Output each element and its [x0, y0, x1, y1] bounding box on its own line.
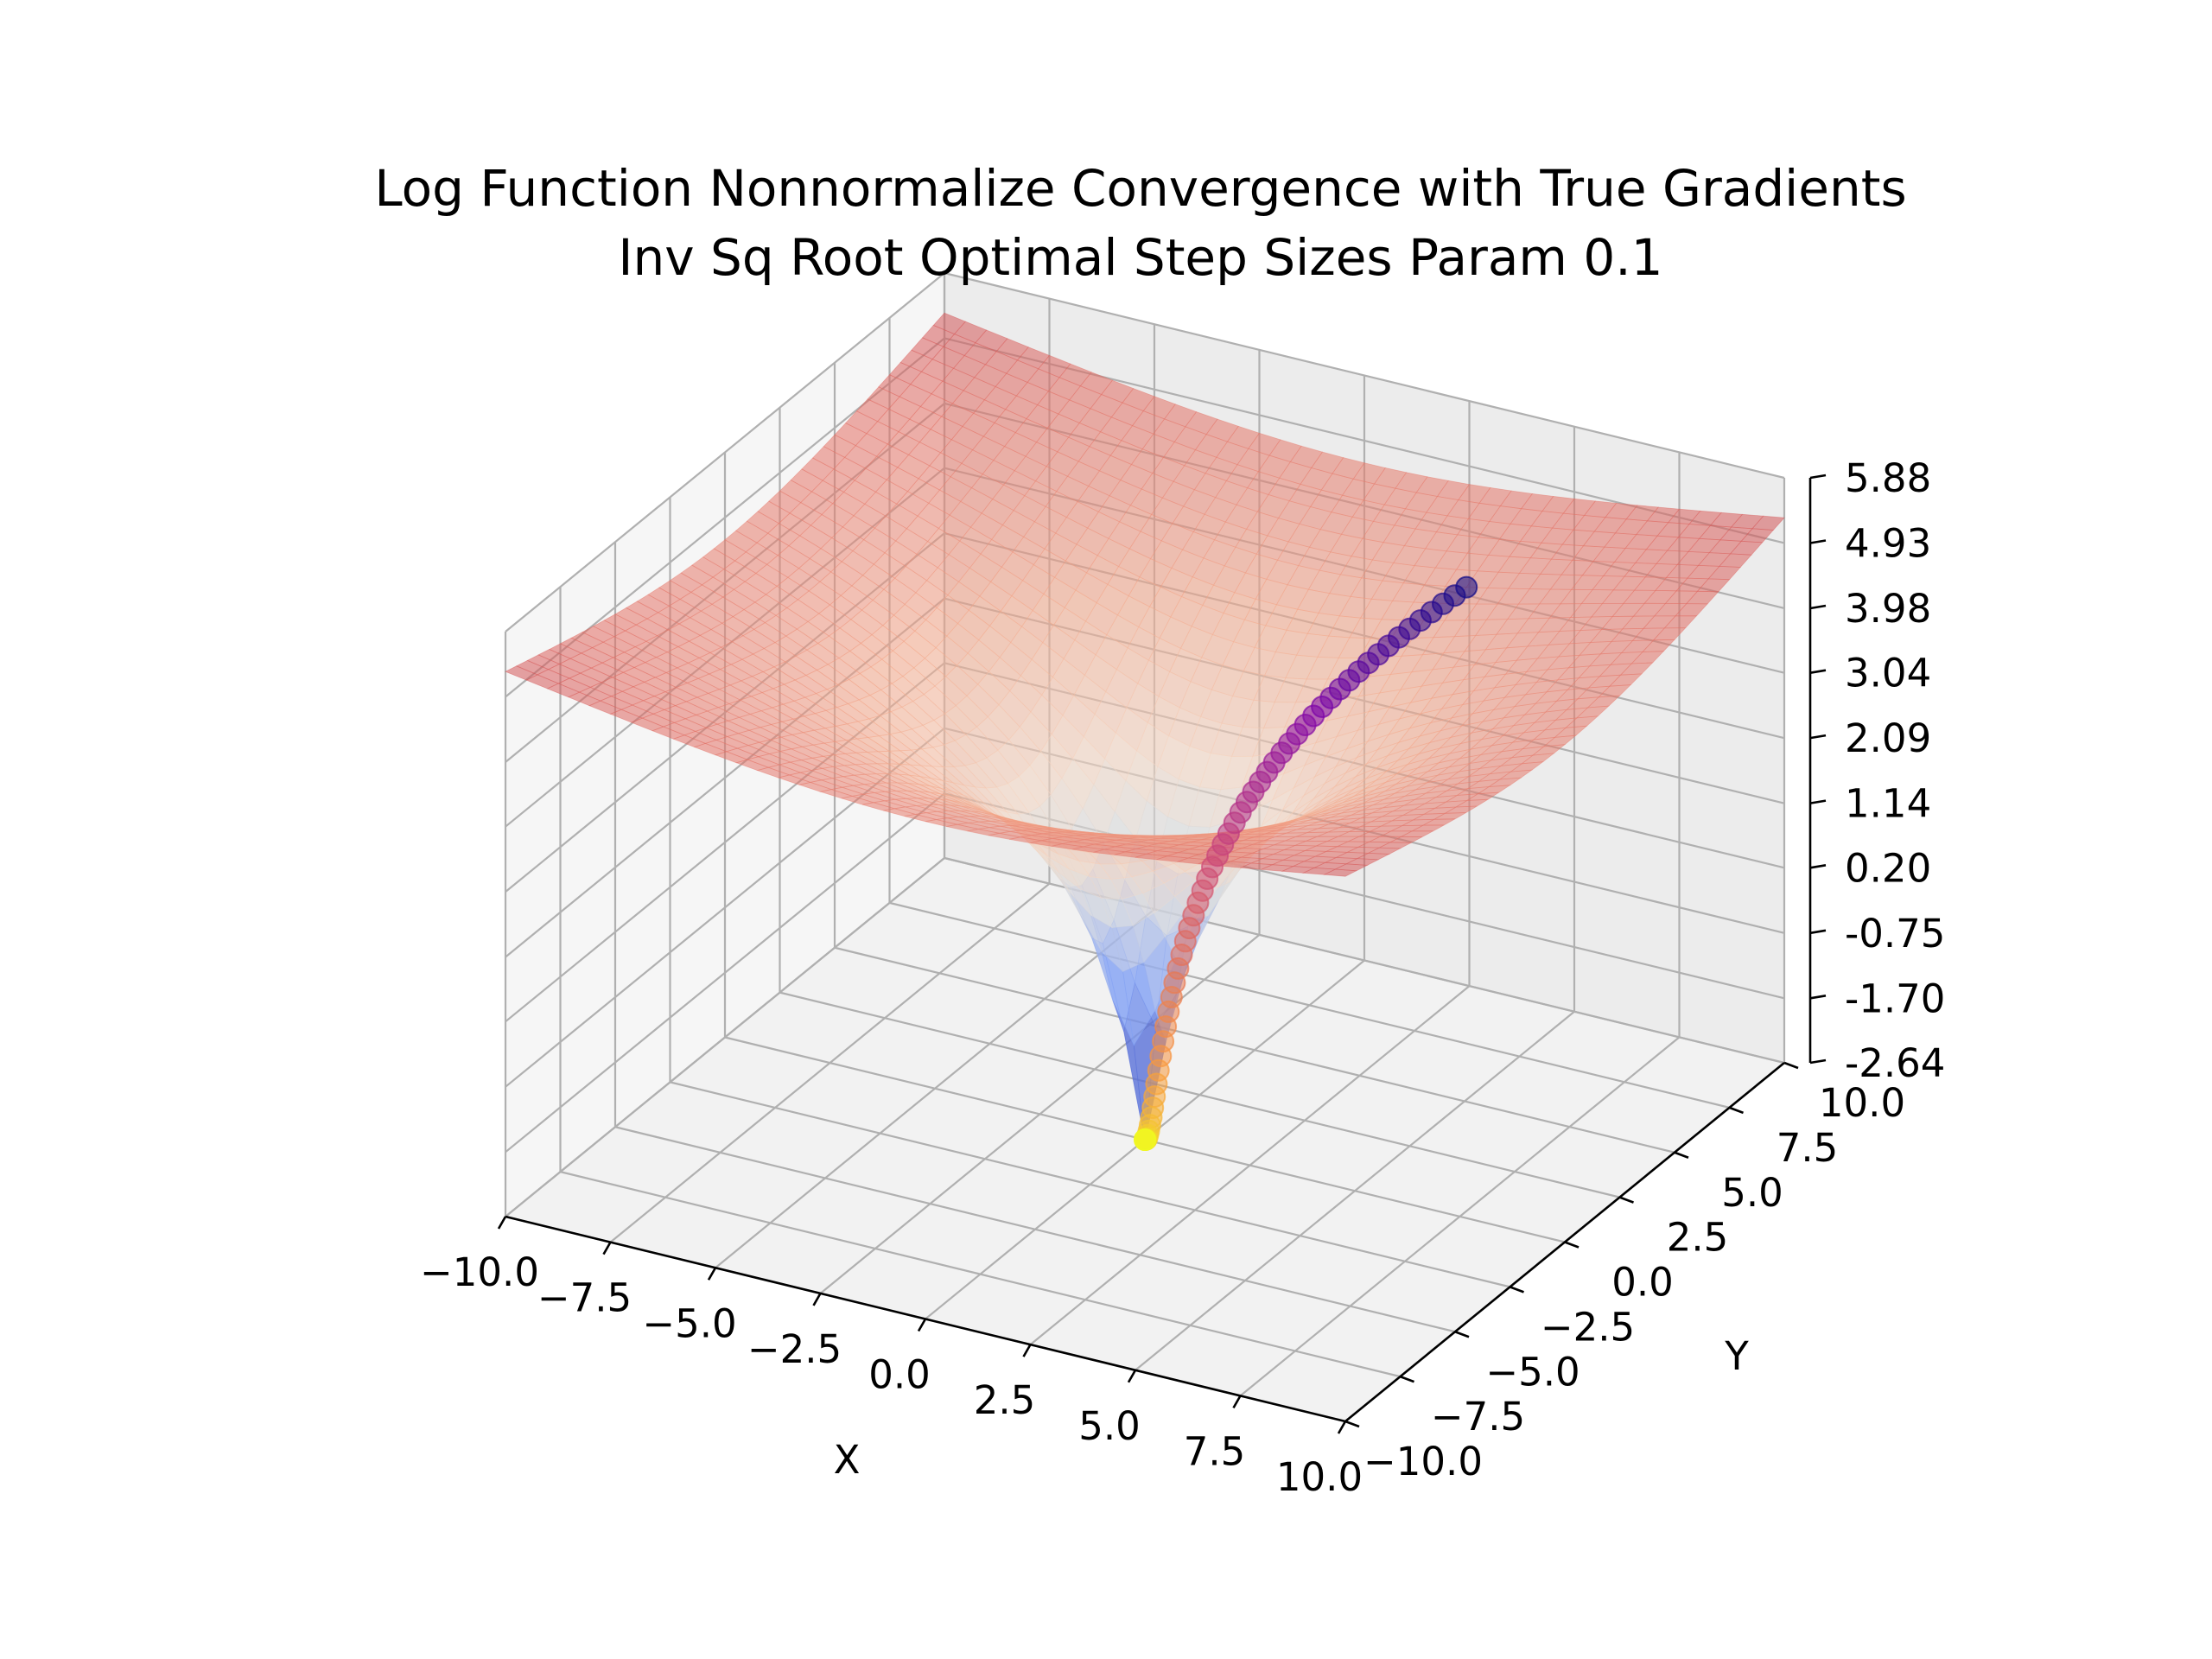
y-tick-mark — [1564, 1241, 1580, 1249]
z-tick-label: 3.04 — [1845, 651, 1931, 696]
x-tick-label: 2.5 — [974, 1377, 1036, 1423]
y-tick-label: 5.0 — [1721, 1170, 1783, 1216]
surface-patch — [1323, 868, 1358, 877]
y-axis-label: Y — [1724, 1333, 1749, 1379]
y-tick-label: −5.0 — [1485, 1349, 1580, 1395]
surface-patch — [1696, 578, 1731, 593]
x-tick-mark — [707, 1267, 717, 1281]
x-tick-mark — [1337, 1421, 1347, 1434]
axis-ticks: −10.0−7.5−5.0−2.50.02.55.07.510.0 −10.0−7… — [420, 455, 1945, 1500]
z-tick-mark — [1809, 995, 1827, 1000]
x-tick-label: −10.0 — [420, 1249, 539, 1295]
chart-subtitle: Inv Sq Root Optimal Step Sizes Param 0.1 — [618, 228, 1662, 287]
y-tick-label: −2.5 — [1541, 1304, 1635, 1350]
x-tick-mark — [1232, 1395, 1242, 1409]
chart-title: Log Function Nonnormalize Convergence wi… — [374, 159, 1906, 218]
convergence-trajectory — [1134, 575, 1478, 1151]
surface-mesh — [505, 312, 1785, 1141]
z-tick-mark — [1809, 799, 1827, 804]
z-tick-mark — [1809, 734, 1827, 740]
x-tick-label: −2.5 — [747, 1326, 842, 1372]
surface-patch — [1685, 590, 1719, 605]
y-tick-mark — [1619, 1196, 1634, 1204]
y-tick-label: 7.5 — [1777, 1125, 1839, 1171]
x-tick-label: 10.0 — [1276, 1454, 1363, 1500]
z-tick-mark — [1809, 539, 1827, 544]
floor-grid-y — [614, 1126, 1456, 1333]
x-tick-mark — [602, 1241, 612, 1255]
z-tick-label: -1.70 — [1845, 976, 1945, 1021]
z-tick-label: 2.09 — [1845, 715, 1931, 761]
y-tick-label: −10.0 — [1363, 1439, 1483, 1484]
left-grid-z — [505, 272, 945, 632]
y-tick-label: 10.0 — [1819, 1080, 1905, 1126]
z-tick-label: -0.75 — [1845, 911, 1945, 957]
x-tick-mark — [917, 1318, 927, 1332]
y-tick-label: 0.0 — [1611, 1260, 1674, 1306]
x-tick-label: 7.5 — [1184, 1428, 1246, 1474]
floor-grid-y — [560, 1171, 1401, 1378]
x-tick-label: 0.0 — [868, 1352, 931, 1398]
z-tick-label: 1.14 — [1845, 781, 1931, 827]
y-tick-label: −7.5 — [1431, 1394, 1525, 1440]
surface-patch — [1476, 785, 1512, 795]
z-tick-mark — [1809, 929, 1827, 935]
y-tick-mark — [1783, 1061, 1799, 1070]
trajectory-point — [1134, 1128, 1156, 1151]
surface-patch — [1630, 651, 1665, 664]
x-axis-label: X — [834, 1437, 861, 1483]
z-tick-mark — [1809, 474, 1827, 480]
z-tick-label: 0.20 — [1845, 845, 1931, 891]
surface-patch — [1389, 836, 1423, 843]
z-tick-mark — [1809, 1058, 1827, 1065]
x-tick-mark — [1022, 1344, 1032, 1357]
floor-grid-y — [670, 1081, 1510, 1288]
x-tick-label: −5.0 — [642, 1300, 736, 1346]
y-tick-mark — [1674, 1151, 1689, 1159]
x-tick-mark — [812, 1293, 822, 1306]
x-tick-label: −7.5 — [537, 1275, 632, 1321]
z-tick-label: 3.98 — [1845, 586, 1931, 632]
surface-patch — [1707, 565, 1742, 581]
y-tick-label: 2.5 — [1667, 1215, 1729, 1261]
surface-patch — [1608, 673, 1643, 687]
z-tick-mark — [1809, 864, 1827, 869]
z-tick-label: -2.64 — [1845, 1040, 1945, 1086]
back-grid-z — [944, 271, 1785, 480]
floor-grid-y — [834, 946, 1675, 1154]
surface-patch — [1455, 798, 1489, 808]
surface-patch — [1487, 777, 1522, 788]
floor-grid-y — [889, 901, 1730, 1109]
z-tick-mark — [1809, 604, 1827, 610]
z-tick-label: 4.93 — [1845, 521, 1931, 567]
x-tick-mark — [497, 1216, 507, 1230]
surface-patch — [1598, 684, 1632, 698]
y-tick-mark — [1510, 1286, 1524, 1294]
floor-grid-y — [779, 991, 1620, 1198]
z-tick-mark — [1809, 669, 1827, 674]
y-tick-mark — [1729, 1106, 1744, 1115]
z-tick-label: 5.88 — [1845, 455, 1931, 501]
y-tick-mark — [1344, 1420, 1360, 1428]
y-tick-mark — [1454, 1331, 1470, 1338]
x-tick-label: 5.0 — [1078, 1403, 1141, 1449]
surface-patch — [1729, 540, 1764, 556]
left-grid-z — [505, 857, 945, 1217]
y-tick-mark — [1400, 1375, 1414, 1383]
x-tick-mark — [1127, 1370, 1137, 1383]
left-grid-z — [505, 792, 945, 1154]
